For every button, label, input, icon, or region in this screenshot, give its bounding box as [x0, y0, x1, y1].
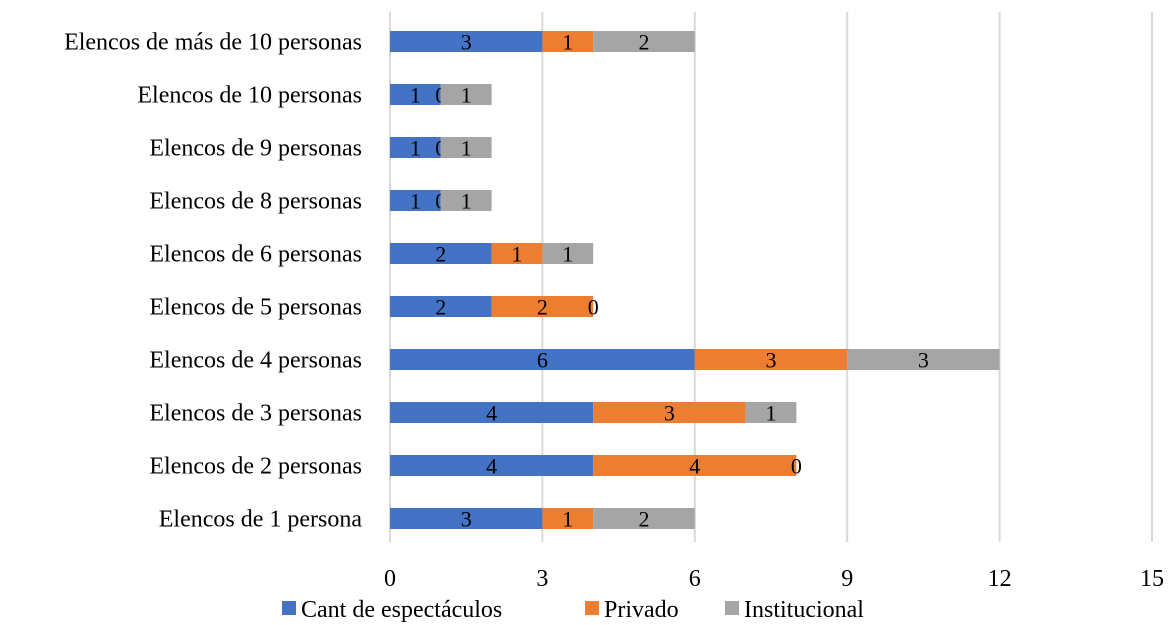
- legend-swatch: [585, 601, 599, 615]
- category-label: Elencos de 1 persona: [159, 507, 363, 533]
- data-label: 6: [537, 348, 548, 373]
- x-tick-labels: 0 3 6 9 12 15: [384, 566, 1164, 592]
- data-label: 1: [562, 242, 573, 267]
- data-label: 1: [410, 136, 421, 161]
- legend-swatch: [725, 601, 739, 615]
- bar-segment: [390, 508, 543, 529]
- legend-label: Institucional: [744, 597, 864, 623]
- bar-segment: [390, 84, 441, 105]
- x-tick-label: 15: [1140, 566, 1164, 592]
- data-label: 3: [461, 507, 472, 532]
- data-label: 3: [766, 348, 777, 373]
- data-label: 2: [435, 295, 446, 320]
- data-label: 1: [461, 83, 472, 108]
- data-label: 1: [410, 83, 421, 108]
- bar-segment: [694, 349, 848, 370]
- bar-segment: [390, 296, 492, 317]
- category-label: Elencos de 6 personas: [149, 242, 362, 268]
- data-label: 1: [461, 189, 472, 214]
- data-label: 2: [639, 30, 650, 55]
- data-label: 1: [410, 189, 421, 214]
- bar-segment: [491, 296, 594, 317]
- data-label: 3: [664, 401, 675, 426]
- data-label: 0: [588, 295, 599, 320]
- category-label: Elencos de 9 personas: [149, 136, 362, 162]
- bar-segment: [390, 455, 594, 476]
- category-label: Elencos de 5 personas: [149, 295, 362, 321]
- bar-segment: [491, 243, 543, 264]
- bar-segment: [593, 31, 695, 52]
- category-label: Elencos de 8 personas: [149, 189, 362, 215]
- bar-segment: [593, 455, 797, 476]
- bar-segment: [390, 402, 594, 423]
- data-label: 3: [918, 348, 929, 373]
- data-label: 1: [461, 136, 472, 161]
- data-label: 1: [512, 242, 523, 267]
- x-tick-label: 12: [988, 566, 1012, 592]
- x-tick-label: 9: [841, 566, 853, 592]
- x-tick-label: 6: [689, 566, 701, 592]
- data-label: 1: [562, 30, 573, 55]
- data-label: 4: [689, 454, 700, 479]
- bar-segment: [542, 31, 594, 52]
- category-label: Elencos de 10 personas: [137, 83, 362, 109]
- bar-segment: [390, 349, 695, 370]
- data-label: 2: [639, 507, 650, 532]
- data-label: 1: [562, 507, 573, 532]
- bar-segment: [542, 243, 594, 264]
- data-label: 0: [791, 454, 802, 479]
- bar-segment: [745, 402, 797, 423]
- bar-segment: [390, 243, 492, 264]
- legend: Cant de espectáculos Privado Institucional: [282, 597, 864, 623]
- bars: 312101101101211220633431440312: [390, 30, 1000, 532]
- data-label: 2: [435, 242, 446, 267]
- bar-segment: [440, 137, 492, 158]
- x-tick-label: 0: [384, 566, 396, 592]
- x-tick-label: 3: [536, 566, 548, 592]
- data-label: 4: [486, 401, 497, 426]
- category-labels: Elencos de más de 10 personas Elencos de …: [64, 30, 362, 533]
- bar-segment: [440, 190, 492, 211]
- bar-segment: [440, 84, 492, 105]
- bar-segment: [390, 137, 441, 158]
- gridlines: [389, 12, 1153, 542]
- data-label: 4: [486, 454, 497, 479]
- category-label: Elencos de 3 personas: [149, 401, 362, 427]
- legend-label: Privado: [604, 597, 679, 623]
- bar-segment: [542, 508, 594, 529]
- data-label: 3: [461, 30, 472, 55]
- bar-segment: [847, 349, 1000, 370]
- legend-swatch: [282, 601, 296, 615]
- bar-segment: [593, 402, 746, 423]
- legend-label: Cant de espectáculos: [301, 597, 502, 623]
- bar-segment: [390, 190, 441, 211]
- bar-segment: [390, 31, 543, 52]
- data-label: 2: [537, 295, 548, 320]
- category-label: Elencos de 2 personas: [149, 454, 362, 480]
- bar-segment: [593, 508, 695, 529]
- category-label: Elencos de más de 10 personas: [64, 30, 362, 56]
- category-label: Elencos de 4 personas: [149, 348, 362, 374]
- data-label: 1: [766, 401, 777, 426]
